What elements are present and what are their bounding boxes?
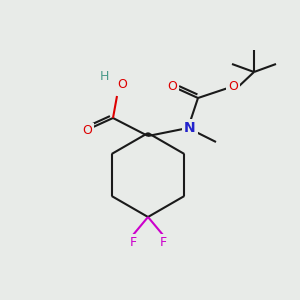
Text: O: O xyxy=(82,124,92,137)
Text: O: O xyxy=(228,80,238,92)
Text: N: N xyxy=(184,121,196,135)
Text: F: F xyxy=(159,236,167,248)
Text: O: O xyxy=(117,77,127,91)
Text: F: F xyxy=(129,236,137,248)
Text: O: O xyxy=(167,80,177,92)
Text: H: H xyxy=(99,70,109,83)
